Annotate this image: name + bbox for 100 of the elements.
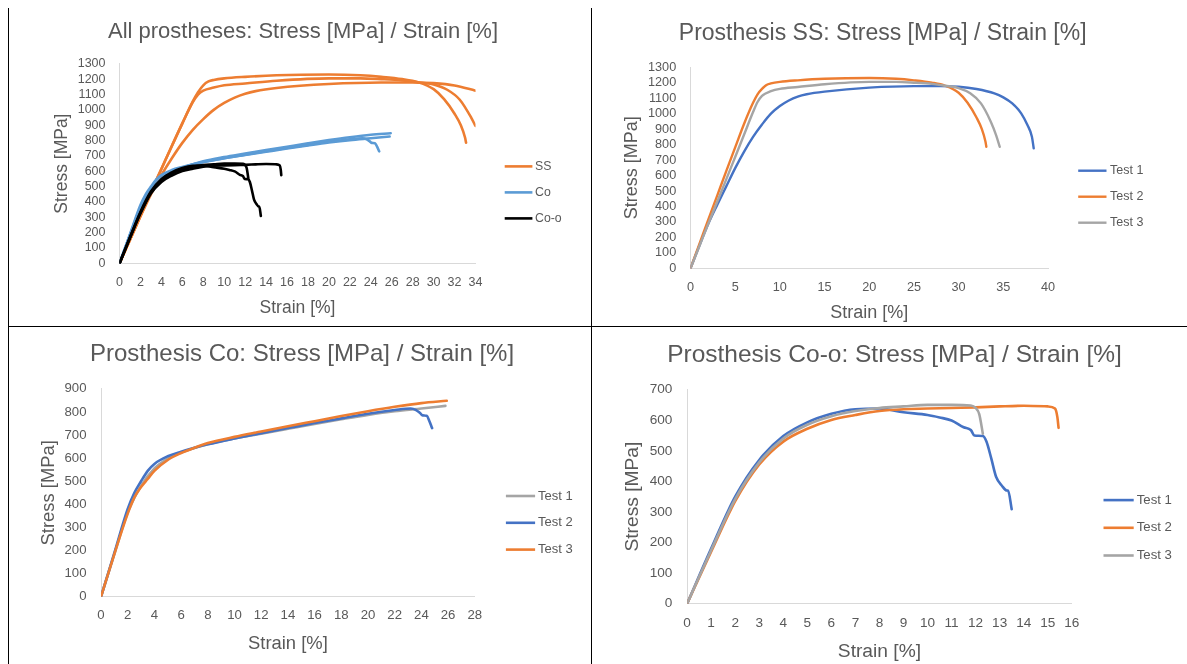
x-tick-label: 4 (779, 615, 788, 631)
chart-title: Prosthesis Co-o: Stress [MPa] / Strain [%] (667, 340, 1122, 368)
x-tick-label: 4 (157, 274, 165, 289)
y-axis-title: Stress [MPa] (621, 441, 643, 552)
legend-label: Test 2 (538, 514, 573, 530)
y-tick-label: 400 (84, 194, 106, 209)
y-tick-label: 400 (64, 495, 87, 511)
x-tick-label: 10 (919, 615, 936, 631)
y-tick-label: 100 (64, 565, 87, 581)
x-tick-label: 8 (204, 607, 212, 623)
x-tick-label: 12 (968, 615, 984, 631)
x-tick-label: 34 (468, 274, 483, 289)
y-tick-label: 100 (655, 245, 677, 260)
x-tick-label: 32 (447, 274, 462, 289)
legend-label: Co-o (535, 210, 562, 225)
x-tick-label: 22 (342, 274, 357, 289)
x-axis-title: Strain [%] (248, 631, 328, 653)
y-tick-label: 1200 (77, 71, 106, 86)
x-tick-label: 12 (253, 607, 269, 623)
x-tick-label: 22 (387, 607, 403, 623)
legend-label: Test 3 (1110, 215, 1144, 230)
x-tick-label: 20 (862, 280, 877, 295)
y-tick-label: 700 (64, 426, 87, 442)
x-tick-label: 30 (426, 274, 441, 289)
x-tick-label: 2 (124, 607, 132, 623)
y-tick-label: 600 (84, 163, 106, 178)
y-tick-label: 1000 (77, 102, 106, 117)
x-tick-label: 8 (875, 615, 884, 631)
x-tick-label: 24 (363, 274, 378, 289)
x-tick-label: 16 (280, 274, 295, 289)
x-tick-label: 14 (259, 274, 274, 289)
y-tick-label: 700 (649, 381, 673, 397)
x-tick-label: 14 (280, 607, 296, 623)
x-tick-label: 12 (238, 274, 253, 289)
x-tick-label: 14 (1016, 615, 1032, 631)
y-tick-label: 300 (649, 503, 673, 519)
x-tick-label: 1 (707, 615, 715, 631)
x-tick-label: 10 (772, 280, 787, 295)
x-tick-label: 6 (827, 615, 836, 631)
x-tick-label: 5 (803, 615, 812, 631)
x-tick-label: 25 (906, 280, 921, 295)
x-tick-label: 10 (217, 274, 232, 289)
y-tick-label: 300 (655, 214, 677, 229)
x-tick-label: 10 (227, 607, 242, 623)
y-tick-label: 500 (649, 442, 673, 458)
y-tick-label: 500 (655, 183, 677, 198)
x-tick-label: 20 (321, 274, 336, 289)
y-axis-title: Stress [MPa] (50, 113, 71, 214)
chart-title: All prostheses: Stress [MPa] / Strain [%] (107, 18, 499, 44)
x-tick-label: 16 (307, 607, 322, 623)
x-tick-label: 8 (199, 274, 207, 289)
x-tick-label: 0 (686, 280, 695, 295)
legend-label: Test 3 (538, 541, 573, 557)
y-tick-label: 600 (64, 449, 87, 465)
x-tick-label: 3 (755, 615, 764, 631)
y-tick-label: 1300 (77, 56, 106, 71)
x-axis-title: Strain [%] (830, 302, 909, 323)
x-tick-label: 28 (405, 274, 420, 289)
y-tick-label: 200 (84, 225, 106, 240)
legend-label: Test 1 (538, 487, 573, 503)
x-tick-label: 9 (899, 615, 908, 631)
y-tick-label: 0 (669, 260, 677, 275)
x-tick-label: 18 (301, 274, 315, 289)
legend-label: Test 1 (1110, 163, 1144, 178)
y-tick-label: 600 (649, 411, 673, 427)
x-axis-title: Strain [%] (837, 639, 922, 661)
x-tick-label: 35 (996, 280, 1011, 295)
x-tick-label: 6 (178, 274, 186, 289)
x-tick-label: 15 (1040, 615, 1056, 631)
y-tick-label: 400 (655, 199, 677, 213)
x-tick-label: 4 (150, 607, 159, 623)
y-tick-label: 1300 (647, 59, 677, 74)
x-tick-label: 2 (731, 615, 739, 631)
y-tick-label: 200 (64, 542, 87, 558)
y-tick-label: 100 (649, 564, 673, 580)
legend-label: SS (535, 158, 552, 173)
y-tick-label: 300 (84, 209, 106, 224)
x-tick-label: 30 (951, 280, 966, 295)
x-axis-title: Strain [%] (259, 297, 336, 318)
legend-label: Test 1 (1136, 491, 1172, 507)
x-tick-label: 2 (136, 274, 144, 289)
y-tick-label: 700 (655, 152, 677, 167)
x-tick-label: 16 (1064, 615, 1080, 631)
y-tick-label: 200 (649, 534, 673, 550)
x-tick-label: 7 (851, 615, 860, 631)
x-tick-label: 26 (384, 274, 399, 289)
x-tick-label: 28 (467, 607, 483, 623)
y-tick-label: 1100 (78, 86, 106, 101)
y-tick-label: 0 (98, 255, 106, 270)
y-tick-label: 600 (655, 168, 677, 183)
x-tick-label: 40 (1040, 280, 1056, 295)
y-tick-label: 0 (664, 595, 673, 611)
x-tick-label: 11 (944, 615, 959, 631)
x-tick-label: 0 (683, 615, 692, 631)
legend-label: Test 3 (1136, 547, 1172, 563)
x-tick-label: 18 (333, 607, 349, 623)
y-tick-label: 800 (64, 403, 87, 419)
x-tick-label: 13 (992, 615, 1008, 631)
y-tick-label: 900 (655, 121, 677, 136)
y-tick-label: 500 (84, 179, 106, 194)
